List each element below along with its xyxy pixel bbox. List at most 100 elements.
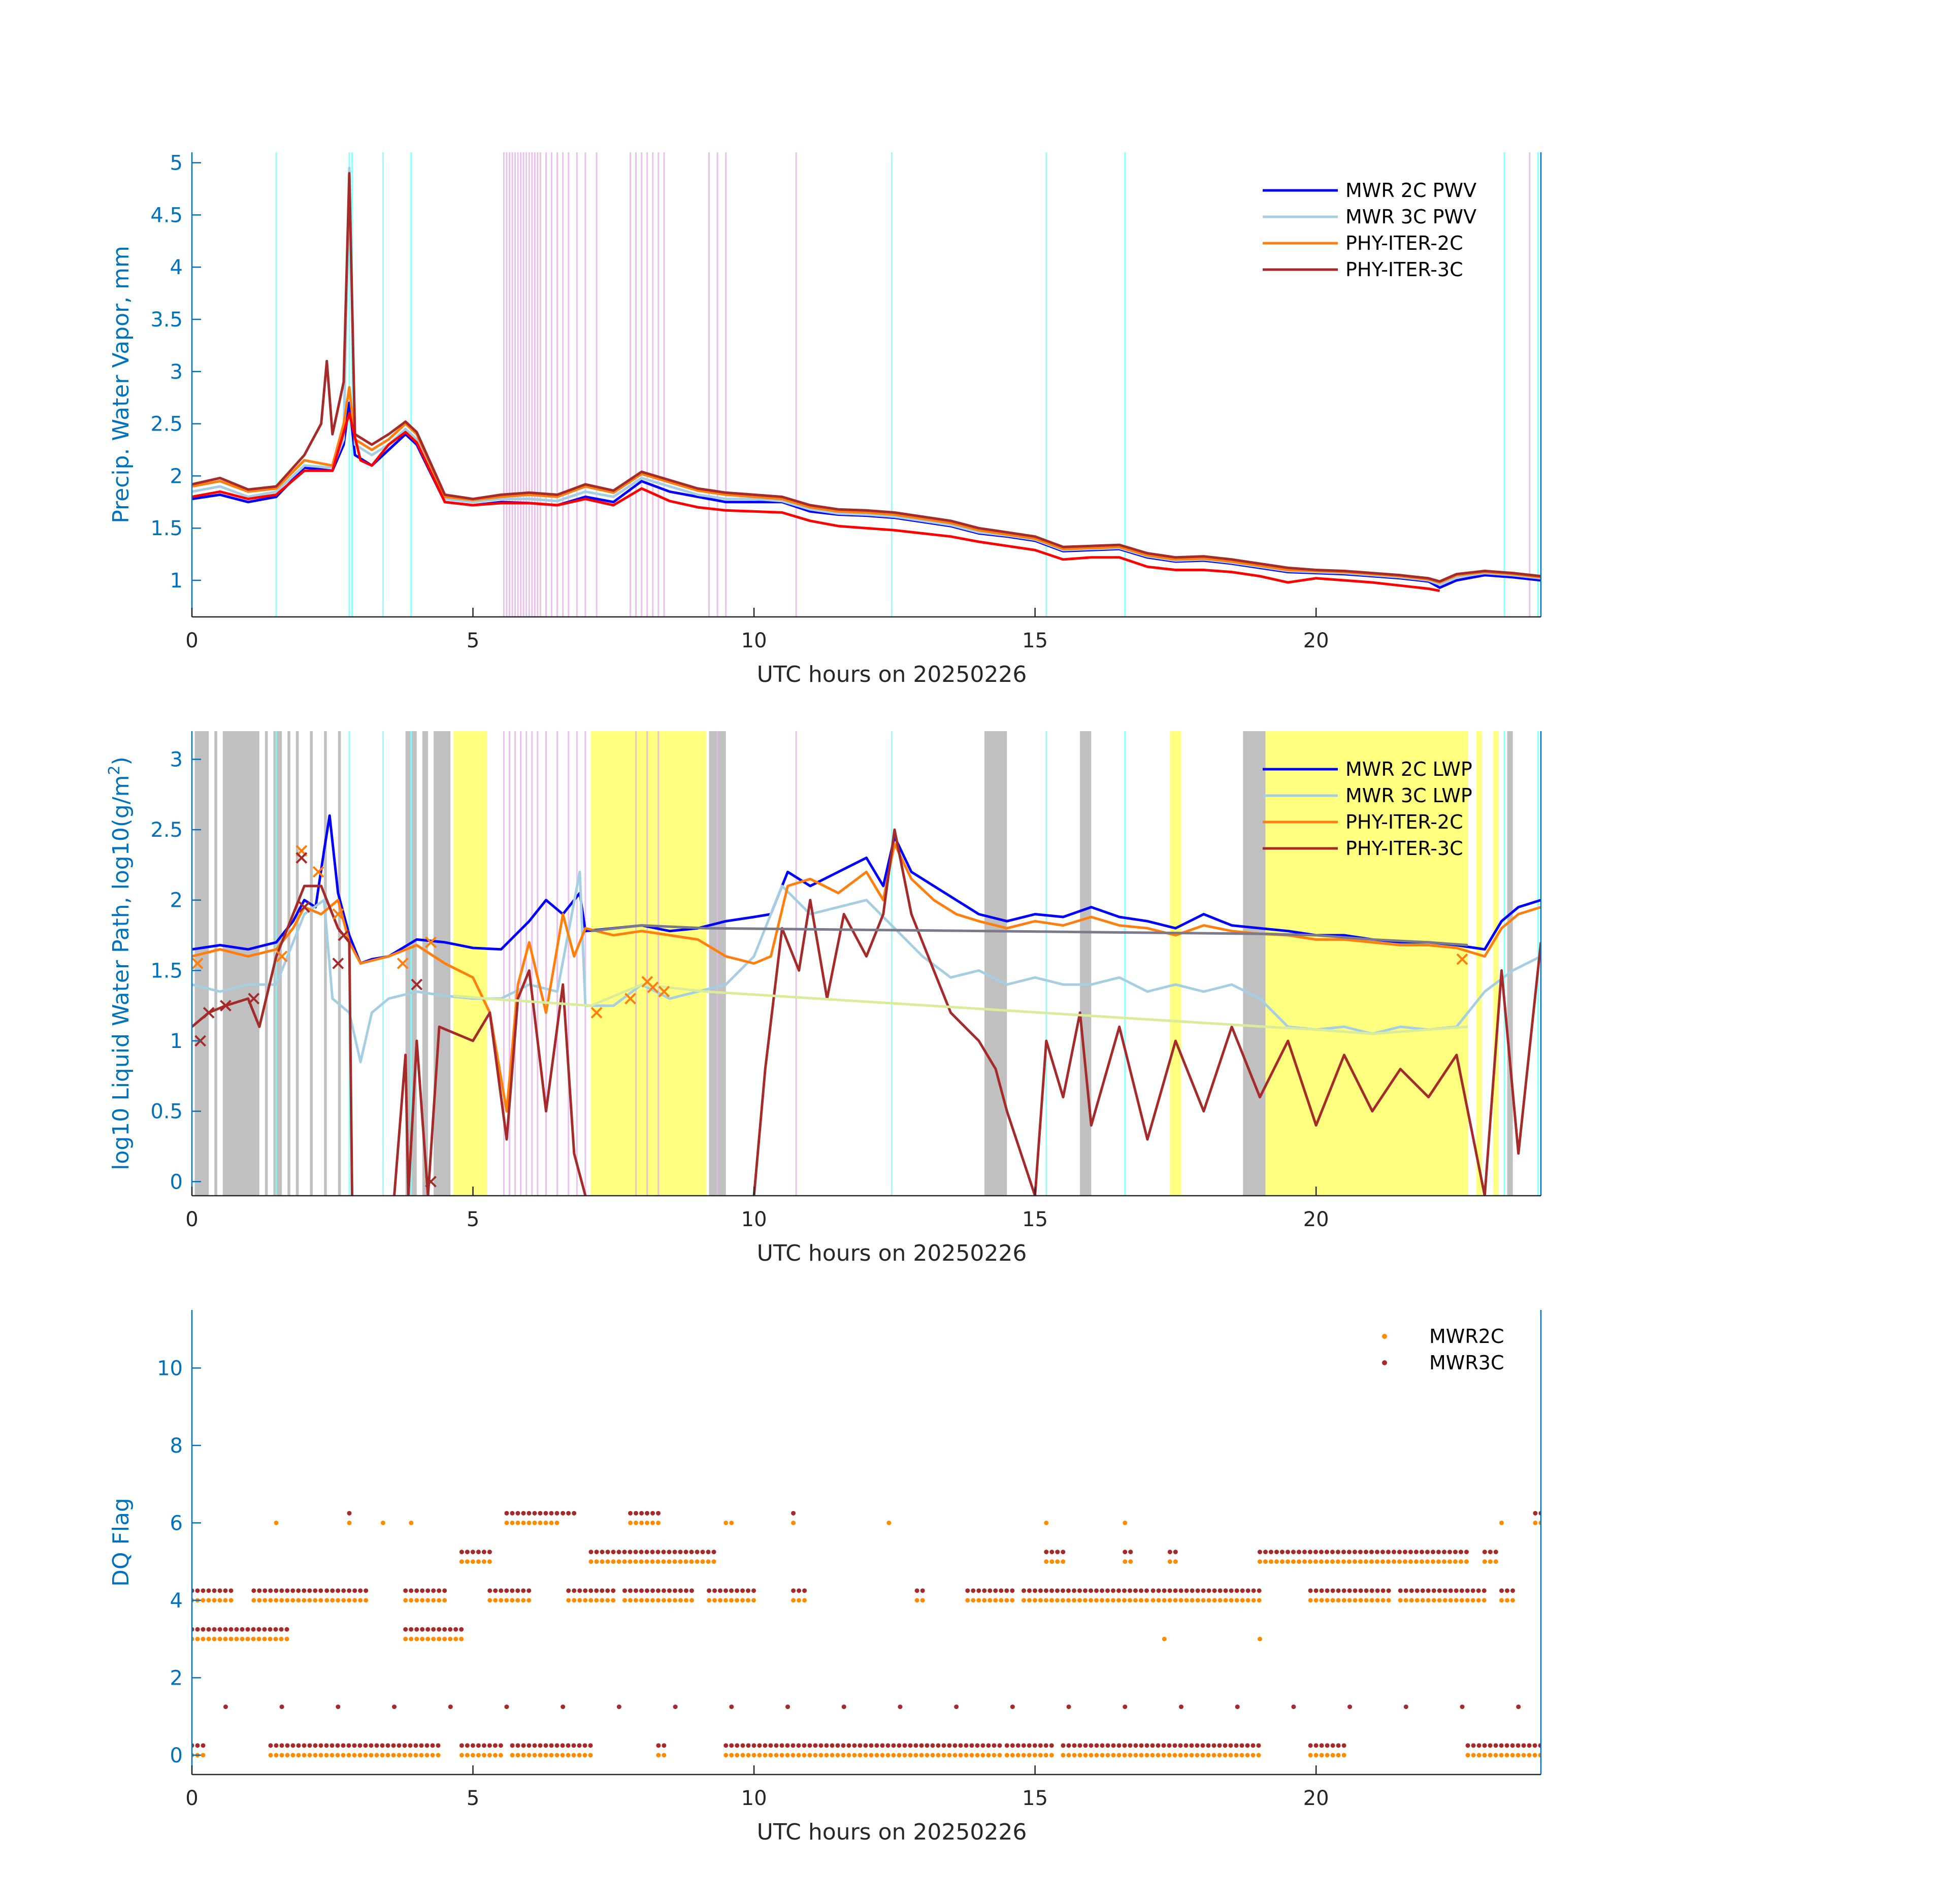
dq-point-mwr3c (561, 1704, 566, 1710)
dq-point-mwr2c (971, 1598, 976, 1603)
dq-point-mwr3c (869, 1743, 874, 1748)
dq-point-mwr2c (841, 1753, 846, 1758)
dq-point-mwr3c (1223, 1588, 1228, 1593)
dq-point-mwr3c (1178, 1588, 1183, 1593)
dq-point-mwr2c (1240, 1598, 1245, 1603)
dq-point-mwr2c (1038, 1598, 1043, 1603)
dq-point-mwr3c (408, 1743, 413, 1748)
dq-point-mwr2c (683, 1598, 688, 1603)
dq-point-mwr3c (453, 1627, 458, 1632)
dq-point-mwr2c (768, 1753, 773, 1758)
dq-point-mwr2c (1021, 1598, 1026, 1603)
dq-point-mwr2c (1010, 1753, 1015, 1758)
dq-point-mwr3c (330, 1588, 335, 1593)
dq-point-mwr2c (1123, 1559, 1128, 1564)
dq-point-mwr2c (492, 1753, 498, 1758)
dq-point-mwr2c (453, 1636, 458, 1642)
dq-point-mwr3c (262, 1627, 267, 1632)
dq-point-mwr2c (1060, 1598, 1065, 1603)
dq-point-mwr3c (1369, 1550, 1374, 1555)
dq-point-mwr3c (346, 1743, 351, 1748)
dq-point-mwr3c (1027, 1743, 1032, 1748)
dq-point-mwr2c (1156, 1598, 1161, 1603)
lwp-marker-stroke (425, 1175, 437, 1188)
dq-point-mwr2c (538, 1753, 543, 1758)
dq-point-mwr2c (594, 1598, 599, 1603)
lwp-x-tick-label: 15 (1022, 1208, 1048, 1231)
dq-point-mwr3c (521, 1743, 526, 1748)
dq-point-mwr3c (1228, 1743, 1233, 1748)
dq-point-mwr2c (1510, 1753, 1515, 1758)
dq-point-mwr3c (594, 1588, 599, 1593)
dq-point-mwr2c (408, 1753, 413, 1758)
dq-point-mwr3c (515, 1511, 520, 1516)
dq-point-mwr3c (1044, 1550, 1049, 1555)
dq-point-mwr3c (1156, 1588, 1161, 1593)
dq-point-mwr3c (318, 1588, 323, 1593)
dq-point-mwr3c (240, 1627, 245, 1632)
dq-point-mwr2c (571, 1753, 576, 1758)
dq-point-mwr2c (358, 1598, 363, 1603)
dq-point-mwr3c (925, 1743, 930, 1748)
dq-point-mwr2c (583, 1598, 588, 1603)
dq-point-mwr2c (656, 1753, 661, 1758)
dq-point-mwr2c (1516, 1753, 1521, 1758)
dq-point-mwr3c (891, 1743, 896, 1748)
dq-point-mwr2c (318, 1753, 323, 1758)
dq-point-mwr3c (279, 1627, 284, 1632)
dq-point-mwr2c (487, 1598, 492, 1603)
dq-point-mwr3c (656, 1511, 661, 1516)
dq-point-mwr2c (1386, 1559, 1391, 1564)
dq-point-mwr3c (740, 1588, 745, 1593)
dq-point-mwr3c (566, 1511, 571, 1516)
dq-point-mwr3c (364, 1588, 369, 1593)
dq-point-mwr2c (655, 1598, 661, 1603)
dq-point-mwr2c (1431, 1598, 1436, 1603)
dq-point-mwr3c (532, 1511, 537, 1516)
dq-point-mwr3c (1032, 1743, 1037, 1748)
dq-point-mwr3c (403, 1627, 408, 1632)
dq-point-mwr3c (336, 1704, 341, 1710)
dq-point-mwr2c (1044, 1559, 1049, 1564)
dq-point-mwr3c (577, 1743, 582, 1748)
dq-point-mwr3c (510, 1511, 515, 1516)
dq-point-mwr2c (723, 1753, 729, 1758)
dq-point-mwr3c (420, 1588, 425, 1593)
pwv-series-mwr-3c-pwv (192, 167, 1541, 586)
dq-point-mwr3c (639, 1588, 644, 1593)
dq-point-mwr2c (324, 1598, 330, 1603)
dq-point-mwr3c (296, 1743, 301, 1748)
dq-point-mwr3c (751, 1588, 756, 1593)
dq-point-mwr3c (897, 1743, 902, 1748)
dq-point-mwr2c (997, 1753, 1002, 1758)
dq-point-mwr2c (667, 1559, 672, 1564)
dq-point-mwr3c (1454, 1588, 1459, 1593)
dq-point-mwr2c (385, 1753, 390, 1758)
dq-point-mwr3c (662, 1743, 667, 1748)
dq-point-mwr2c (1172, 1753, 1177, 1758)
dq-point-mwr3c (403, 1588, 408, 1593)
dq-point-mwr2c (796, 1753, 801, 1758)
dq-point-mwr2c (487, 1753, 492, 1758)
dq-point-mwr2c (869, 1753, 874, 1758)
dq-point-mwr3c (228, 1588, 234, 1593)
dq-point-mwr2c (757, 1753, 762, 1758)
dq-point-mwr2c (1138, 1598, 1143, 1603)
dq-point-mwr2c (465, 1559, 470, 1564)
dq-point-mwr3c (392, 1704, 397, 1710)
dq-point-mwr3c (1212, 1588, 1217, 1593)
dq-point-mwr2c (240, 1636, 245, 1642)
dq-point-mwr3c (385, 1743, 390, 1748)
pwv-x-tick-label: 20 (1303, 629, 1329, 652)
dq-point-mwr3c (1488, 1743, 1493, 1748)
dq-point-mwr2c (476, 1753, 481, 1758)
dq-point-mwr2c (941, 1753, 946, 1758)
dq-point-mwr3c (735, 1588, 740, 1593)
dq-point-mwr2c (633, 1598, 638, 1603)
dq-point-mwr3c (324, 1588, 330, 1593)
dq-point-mwr3c (459, 1743, 464, 1748)
dq-point-mwr2c (1397, 1559, 1402, 1564)
dq-point-mwr2c (1448, 1598, 1453, 1603)
dq-point-mwr3c (1358, 1550, 1363, 1555)
